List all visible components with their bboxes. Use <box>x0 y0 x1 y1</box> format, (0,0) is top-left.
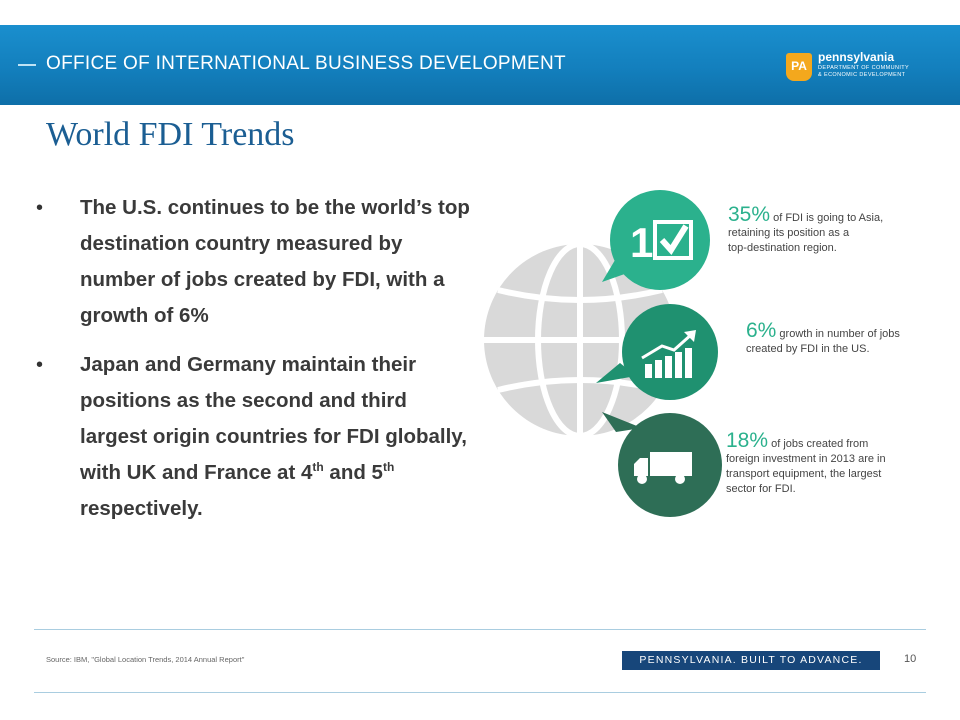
fdi-asia-line3: top-destination region. <box>728 242 837 254</box>
logo-dept-line1: DEPARTMENT OF COMMUNITY <box>818 65 910 71</box>
keystone-icon <box>786 53 812 81</box>
truck-icon <box>634 452 692 484</box>
bullet-2-part-a: Japan and Germany maintain their positio… <box>80 353 467 484</box>
bullet-item: • The U.S. continues to be the world’s t… <box>34 190 474 334</box>
growth-bar-chart-icon <box>641 330 696 378</box>
logo-badge: PA <box>791 59 807 73</box>
footer-divider-bottom <box>34 692 926 693</box>
fdi-asia-stat: 35% of FDI is going to Asia, retaining i… <box>728 204 943 256</box>
footer-tagline: PENNSYLVANIA. BUILT TO ADVANCE. <box>622 651 880 670</box>
fdi-asia-line2: retaining its position as a <box>728 227 850 239</box>
page-number: 10 <box>904 653 917 665</box>
logo-name: pennsylvania <box>818 50 895 64</box>
bullet-list: • The U.S. continues to be the world’s t… <box>34 190 474 540</box>
footer-divider-top <box>34 629 926 630</box>
fdi-infographic: 1 35% of FDI is <box>470 180 950 530</box>
bullet-2-part-c: respectively. <box>80 497 203 520</box>
us-jobs-growth-stat: 6% growth in number of jobs created by F… <box>746 320 946 357</box>
transport-jobs-stat: 18% of jobs created from foreign investm… <box>726 430 941 497</box>
bullet-text-2: Japan and Germany maintain their positio… <box>80 347 474 527</box>
header-dash <box>18 64 36 66</box>
pennsylvania-logo: PA pennsylvania DEPARTMENT OF COMMUNITY … <box>786 49 936 85</box>
fdi-asia-line1: of FDI is going to Asia, <box>770 212 884 224</box>
us-jobs-growth-percent: 6% <box>746 319 777 342</box>
us-jobs-growth-line2: created by FDI in the US. <box>746 343 870 355</box>
transport-jobs-line3: transport equipment, the largest <box>726 468 882 480</box>
svg-text:1: 1 <box>630 219 653 266</box>
number-one-checkbox-icon: 1 <box>630 219 693 266</box>
bullet-text-1: The U.S. continues to be the world’s top… <box>80 196 470 327</box>
ordinal-suffix: th <box>312 460 324 475</box>
us-jobs-growth-line1: growth in number of jobs <box>776 328 900 340</box>
slide-title: World FDI Trends <box>46 116 295 153</box>
bullet-marker: • <box>36 197 44 219</box>
logo-dept-line2: & ECONOMIC DEVELOPMENT <box>818 72 906 78</box>
bullet-marker: • <box>36 354 44 376</box>
logo-department: DEPARTMENT OF COMMUNITY & ECONOMIC DEVEL… <box>818 65 933 79</box>
bullet-item: • Japan and Germany maintain their posit… <box>34 347 474 527</box>
transport-jobs-percent: 18% <box>726 429 769 452</box>
header-title: OFFICE OF INTERNATIONAL BUSINESS DEVELOP… <box>46 53 566 74</box>
bullet-2-part-b: and 5 <box>323 461 383 484</box>
header-band: OFFICE OF INTERNATIONAL BUSINESS DEVELOP… <box>0 25 960 105</box>
transport-jobs-line4: sector for FDI. <box>726 483 796 495</box>
ordinal-suffix: th <box>382 460 395 475</box>
item-1-bubble <box>602 190 710 290</box>
transport-jobs-line2: foreign investment in 2013 are in <box>726 453 886 465</box>
source-citation: Source: IBM, "Global Location Trends, 20… <box>46 655 245 664</box>
transport-jobs-line1: of jobs created from <box>768 438 869 450</box>
infographic-graphics: 1 <box>484 190 722 517</box>
fdi-asia-percent: 35% <box>728 203 771 226</box>
